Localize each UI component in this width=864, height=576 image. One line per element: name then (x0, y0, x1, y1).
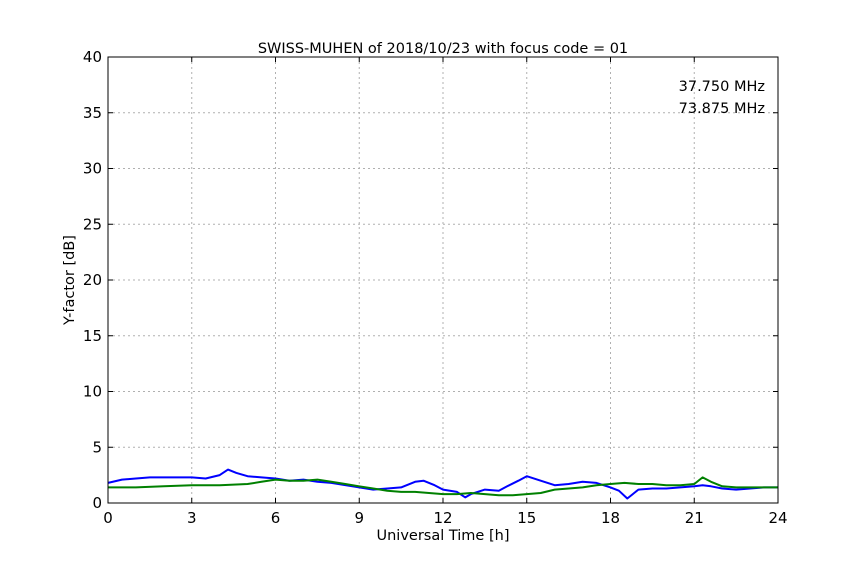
axis-ticks: 0 3 6 9 12 15 18 21 24 0 5 10 15 20 25 30 35 40 (83, 48, 788, 527)
x-axis-label: Universal Time [h] (377, 528, 510, 544)
y-tick-label: 0 (92, 494, 102, 512)
x-tick-label: 12 (433, 509, 452, 527)
y-axis-label: Y-factor [dB] (62, 235, 78, 326)
y-tick-label: 40 (83, 48, 102, 66)
y-tick-label: 25 (83, 215, 102, 233)
x-tick-label: 18 (601, 509, 620, 527)
x-tick-label: 24 (768, 509, 787, 527)
y-tick-label: 15 (83, 327, 102, 345)
legend-entry-37750: 37.750 MHz (679, 79, 765, 95)
x-tick-label: 6 (271, 509, 281, 527)
y-tick-label: 10 (83, 383, 102, 401)
chart-title: SWISS-MUHEN of 2018/10/23 with focus cod… (258, 41, 628, 57)
series-line-1 (108, 476, 778, 497)
series-layer (107, 468, 778, 500)
x-tick-label: 0 (103, 509, 113, 527)
x-tick-label: 3 (187, 509, 197, 527)
y-tick-label: 20 (83, 271, 102, 289)
x-tick-label: 15 (517, 509, 536, 527)
legend-entry-73875: 73.875 MHz (679, 101, 765, 117)
legend: 37.750 MHz 73.875 MHz (679, 79, 765, 117)
y-tick-label: 35 (83, 104, 102, 122)
x-tick-label: 9 (354, 509, 364, 527)
y-tick-label: 5 (92, 438, 102, 456)
x-tick-label: 21 (685, 509, 704, 527)
y-tick-label: 30 (83, 160, 102, 178)
